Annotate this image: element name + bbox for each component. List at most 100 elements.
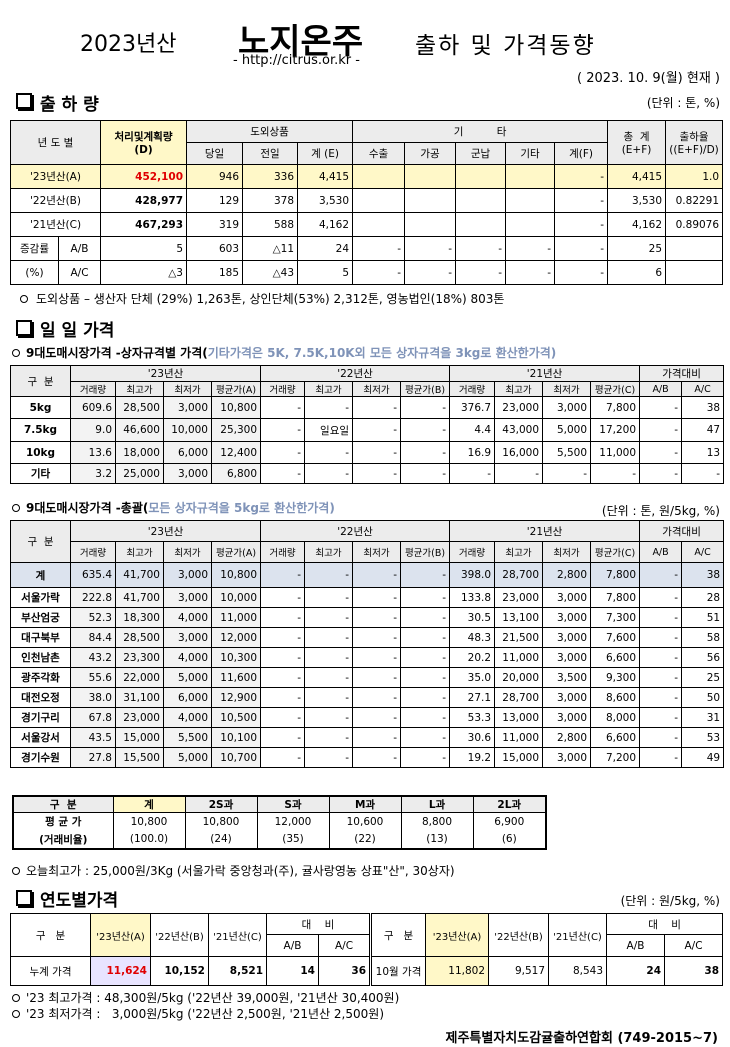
bullet — [12, 1010, 20, 1018]
header-cell: 처리및계획량 (D) — [100, 120, 187, 165]
title: 노지온주 — [238, 22, 364, 62]
cell: 부산엄궁 — [10, 607, 71, 628]
header-cell: 계(F) — [554, 142, 609, 165]
cell-text: ((E+F)/D) — [669, 144, 719, 156]
cell: 129 — [186, 188, 243, 213]
row: 계 635.4 41,700 3,000 10,800- - - -398.0 28,700 2,… — [10, 562, 725, 588]
cell: 24 — [606, 956, 666, 986]
cell: - — [554, 236, 609, 261]
cell: 3,530 — [296, 188, 354, 213]
cell: 10kg — [10, 441, 71, 464]
cell: - — [304, 562, 354, 588]
row: '21년산(C) 467,293 319 588 4,162-4,162 0.89076 — [10, 212, 724, 237]
cell: 31,100 — [115, 687, 164, 708]
cell: - — [455, 260, 507, 285]
header-cell: 도외상품 — [185, 120, 354, 143]
row: 기타 3.2 25,000 3,000 6,800- - - - - - - - - - — [10, 463, 725, 484]
cell — [505, 188, 556, 213]
header-cell: 출하율 ((E+F)/D) — [665, 120, 724, 165]
cell: 38 — [664, 956, 724, 986]
cell: 28,500 — [115, 627, 164, 648]
subheading-text: 9대도매시장가격 -총괄( — [26, 501, 149, 515]
cell-text: (D) — [134, 144, 153, 156]
header-cell: 가격대비 — [639, 520, 725, 542]
note: '23 최저가격 : 3,000원/5kg ('22년산 2,500원, '21… — [26, 1007, 385, 1021]
cell: 319 — [186, 212, 243, 237]
cell: 2,800 — [542, 562, 592, 588]
cell: '22년산(B) — [10, 188, 101, 213]
cell: 398.0 — [449, 562, 496, 588]
row: 거래량 최고가 최저가 평균가(A) 거래량 최고가 최저가 평균가(B) 거래량 최고가 최저가 평… — [11, 381, 725, 397]
cell: 38.0 — [70, 687, 116, 708]
header-cell: 최고가 — [494, 541, 544, 563]
cell: 3,000 — [542, 607, 592, 628]
total-price-table: 구 분 '23년산 '22년산 '21년산 가격대비 거래량 최고가 최저가 평균가(A) 거래량… — [10, 520, 725, 768]
cell: 28,700 — [494, 562, 544, 588]
cell: 38 — [681, 562, 725, 588]
note: '23 최고가격 : 48,300원/5kg ('22년산 39,000원, '… — [26, 991, 400, 1005]
cell: - — [639, 607, 683, 628]
cell: (6) — [472, 830, 547, 849]
header-cell: 기타 — [505, 142, 556, 165]
header-cell: 당일 — [186, 142, 243, 165]
cell: - — [639, 441, 683, 464]
cell: 133.8 — [449, 587, 496, 608]
header-cell: 거래량 — [70, 381, 116, 397]
cell: 7,800 — [590, 396, 641, 419]
cell: - — [260, 463, 306, 484]
cell: 376.7 — [449, 396, 496, 419]
row: (거래비율) (100.0) (24) (35) (22) (13) (6) — [12, 830, 547, 849]
cell: 4,000 — [163, 707, 212, 728]
cell: 7,200 — [590, 747, 641, 768]
cell: 18,300 — [115, 607, 164, 628]
cell: 5,000 — [163, 667, 212, 688]
unit: (단위 : 톤, 원/5kg, %) — [601, 504, 720, 518]
cell: 7,300 — [590, 607, 641, 628]
cell: 서울가락 — [10, 587, 71, 608]
header-cell: '23년산(A) — [90, 913, 151, 957]
cell: - — [304, 707, 354, 728]
header-cell: 거래량 — [449, 381, 496, 397]
header-cell: 구 분 — [10, 913, 91, 957]
footer: 제주특별자치도감귤출하연합회 (749-2015~7) — [445, 1031, 718, 1046]
cell: 11,600 — [210, 667, 262, 688]
row: 5kg 609.6 28,500 3,000 10,800- - - -376.7 23,000… — [10, 396, 725, 419]
header-cell: 평균가(B) — [400, 381, 451, 397]
header-cell: 계 (E) — [296, 142, 354, 165]
cell: - — [352, 687, 402, 708]
header-cell: 대 비 — [606, 913, 724, 935]
header-cell: 평균가(B) — [400, 541, 451, 563]
cell: 3,000 — [163, 562, 212, 588]
header-cell: 평균가(A) — [210, 541, 262, 563]
cell: 증감률 — [10, 236, 59, 261]
bullet — [20, 295, 28, 303]
cell: - — [260, 687, 306, 708]
header-cell: 총 계 (E+F) — [607, 120, 667, 165]
cell: - — [400, 627, 451, 648]
cell-text: 총 계 — [623, 131, 650, 143]
cell: 4,415 — [607, 164, 667, 189]
cell: 36 — [317, 956, 372, 986]
cell: 51 — [681, 607, 725, 628]
cell: 25 — [607, 236, 667, 261]
cell: 5,500 — [163, 727, 212, 748]
cell: 35.0 — [449, 667, 496, 688]
cell: - — [400, 587, 451, 608]
row: 누계 가격 11,624 10,152 8,521 14 36 10월 가격 11,802 9,… — [10, 956, 724, 986]
cell: - — [352, 463, 402, 484]
cell: - — [260, 707, 306, 728]
cell: - — [639, 647, 683, 668]
subheading: 9대도매시장가격 -상자규격별 가격(기타가격은 5K, 7.5K,10K외 모… — [26, 344, 556, 361]
cell: - — [352, 707, 402, 728]
cell-text: 처리및계획량 — [114, 131, 173, 143]
cell: 기타 — [10, 463, 71, 484]
cell: 4,000 — [163, 607, 212, 628]
cell: 635.4 — [70, 562, 116, 588]
cell: 13 — [681, 441, 725, 464]
cell: 588 — [242, 212, 298, 237]
row: 평 균 가 10,800 10,800 12,000 10,600 8,800 6,900 — [12, 812, 547, 831]
cell: - — [352, 647, 402, 668]
cell: 서울강서 — [10, 727, 71, 748]
subheading-text: 9대도매시장가격 -상자규격별 가격( — [26, 346, 208, 360]
